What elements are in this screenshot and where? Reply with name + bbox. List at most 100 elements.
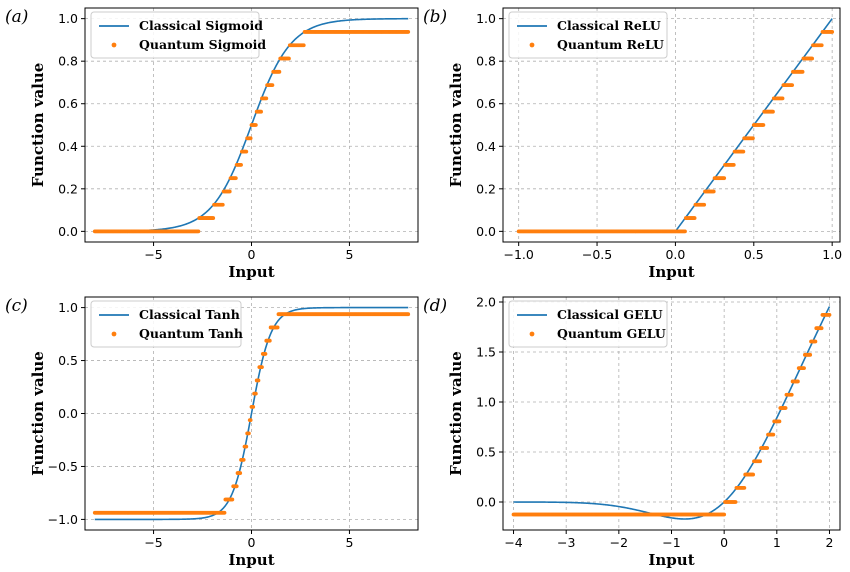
x-tick-label: −3 <box>557 535 575 550</box>
x-tick-label: −5 <box>144 247 162 262</box>
legend: Classical Sigmoid Quantum Sigmoid <box>90 11 266 59</box>
y-tick-label: 1.0 <box>476 395 496 410</box>
legend: Classical Tanh Quantum Tanh <box>90 300 243 348</box>
quantum-point <box>222 510 227 515</box>
x-tick-label: −0.5 <box>582 247 612 262</box>
y-axis-label: Function value <box>29 351 47 476</box>
quantum-point <box>301 43 306 48</box>
legend: Classical GELU Quantum GELU <box>508 300 668 348</box>
quantum-point <box>780 96 785 101</box>
quantum-point <box>227 189 232 194</box>
quantum-point <box>230 497 235 502</box>
quantum-point <box>683 229 687 234</box>
y-tick-label: 0.0 <box>58 406 78 421</box>
quantum-point <box>270 83 275 88</box>
quantum-point <box>758 459 763 464</box>
quantum-point <box>263 352 268 356</box>
y-tick-label: 0.4 <box>476 139 496 154</box>
quantum-point <box>733 500 738 504</box>
legend-entry-quantum: Quantum Sigmoid <box>139 37 266 52</box>
x-tick-label: 0 <box>720 535 728 550</box>
legend-dot-swatch <box>529 42 535 48</box>
quantum-point <box>808 352 813 357</box>
quantum-point <box>275 325 280 330</box>
x-tick-label: −5 <box>144 535 162 550</box>
quantum-point <box>248 418 253 423</box>
y-tick-label: 0.2 <box>58 181 78 196</box>
quantum-point <box>802 366 806 371</box>
legend-dot-swatch <box>111 331 117 337</box>
y-tick-label: 0.6 <box>58 96 78 111</box>
y-tick-label: 0.8 <box>58 54 78 69</box>
x-axis-label: Input <box>648 263 694 281</box>
y-tick-label: 0.5 <box>58 353 78 368</box>
quantum-point <box>246 431 251 436</box>
classical-series-line <box>513 306 831 520</box>
quantum-point <box>830 30 835 34</box>
quantum-point <box>406 30 411 34</box>
quantum-point <box>220 202 225 207</box>
x-tick-label: 0.0 <box>665 247 685 262</box>
y-tick-label: 1.0 <box>476 11 496 26</box>
quantum-point <box>260 365 264 370</box>
quantum-series-points <box>92 30 411 234</box>
quantum-point <box>810 56 815 61</box>
panel-label: (d) <box>423 296 447 316</box>
legend-entry-classical: Classical Tanh <box>139 307 240 322</box>
quantum-point <box>711 189 716 194</box>
y-tick-label: 0.6 <box>476 96 496 111</box>
quantum-series-points <box>92 312 411 515</box>
y-tick-label: 0.0 <box>58 224 78 239</box>
y-tick-label: 2.0 <box>476 295 496 310</box>
legend-entry-quantum: Quantum Tanh <box>139 326 243 341</box>
quantum-point <box>789 392 794 397</box>
quantum-point <box>211 216 216 220</box>
y-tick-label: 0.0 <box>476 224 496 239</box>
legend: Classical ReLU Quantum ReLU <box>508 11 668 59</box>
quantum-point <box>800 69 805 74</box>
quantum-point <box>813 339 818 344</box>
quantum-point <box>722 512 727 517</box>
legend-entry-classical: Classical ReLU <box>557 18 661 33</box>
quantum-point <box>751 136 755 141</box>
legend-box <box>508 11 668 59</box>
panel-label: (a) <box>5 7 28 27</box>
quantum-point <box>827 313 832 317</box>
y-tick-label: −0.5 <box>48 459 78 474</box>
quantum-point <box>244 444 249 449</box>
y-axis-label: Function value <box>29 63 47 188</box>
quantum-point <box>722 176 727 181</box>
quantum-point <box>406 312 411 317</box>
quantum-point <box>253 391 258 396</box>
quantum-point <box>819 326 824 331</box>
axes-frame <box>502 7 841 243</box>
y-axis-label: Function value <box>447 63 465 188</box>
quantum-point <box>253 123 258 127</box>
x-tick-label: −4 <box>504 535 522 550</box>
quantum-point <box>196 229 201 234</box>
quantum-point <box>239 162 243 167</box>
quantum-point <box>819 43 824 48</box>
y-tick-label: 0.5 <box>476 445 496 460</box>
y-tick-label: 1.5 <box>476 345 496 360</box>
x-tick-label: 2 <box>825 535 833 550</box>
legend-dot-swatch <box>111 42 117 48</box>
quantum-point <box>251 404 256 409</box>
quantum-point <box>783 406 788 410</box>
quantum-point <box>287 56 291 61</box>
x-tick-label: 0 <box>248 247 256 262</box>
panel-label: (c) <box>5 296 28 316</box>
classical-series-line <box>94 306 409 521</box>
quantum-point <box>264 96 269 101</box>
legend-entry-quantum: Quantum ReLU <box>557 37 664 52</box>
quantum-point <box>248 136 253 141</box>
y-axis-label: Function value <box>447 351 465 476</box>
quantum-point <box>692 216 697 220</box>
x-tick-label: 1.0 <box>822 247 842 262</box>
quantum-point <box>277 69 282 74</box>
panel-label: (b) <box>423 7 447 27</box>
y-tick-label: 1.0 <box>58 300 78 315</box>
legend-entry-classical: Classical GELU <box>557 307 663 322</box>
quantum-point <box>267 338 272 343</box>
